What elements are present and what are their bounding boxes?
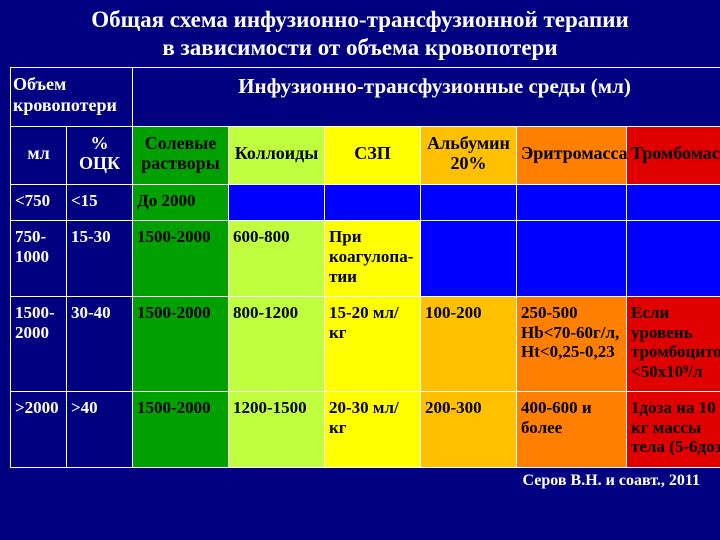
col-header-colloids: Коллоиды bbox=[229, 126, 325, 184]
col-header-thrombo: Тромбомасса bbox=[627, 126, 720, 184]
cell-saline: 1500-2000 bbox=[133, 297, 229, 392]
header-infusion-media: Инфузионно-трансфузионные среды (мл) bbox=[133, 68, 720, 126]
slide-title: Общая схема инфузионно-трансфузионной те… bbox=[40, 6, 680, 61]
table-row: <750<15До 2000 bbox=[11, 184, 720, 221]
cell-eryth bbox=[517, 184, 627, 221]
table-row: 1500- 200030-401500-2000800-120015-20 мл… bbox=[11, 297, 720, 392]
col-header-saline: Солевые растворы bbox=[133, 126, 229, 184]
cell-szp: 15-20 мл/кг bbox=[325, 297, 421, 392]
cell-eryth bbox=[517, 221, 627, 297]
cell-saline: До 2000 bbox=[133, 184, 229, 221]
cell-colloids: 800-1200 bbox=[229, 297, 325, 392]
cell-thrombo bbox=[627, 184, 720, 221]
cell-ml: 750- 1000 bbox=[11, 221, 67, 297]
cell-eryth: 250-500 Нb<70-60г/л, Нt<0,25-0,23 bbox=[517, 297, 627, 392]
citation: Серов В.Н. и соавт., 2011 bbox=[10, 472, 700, 490]
table-row: >2000>401500-20001200-150020-30 мл/кг200… bbox=[11, 392, 720, 468]
cell-eryth: 400-600 и более bbox=[517, 392, 627, 468]
col-header-szp: СЗП bbox=[325, 126, 421, 184]
title-line-2: в зависимости от объема кровопотери bbox=[162, 35, 557, 60]
cell-albumin: 200-300 bbox=[421, 392, 517, 468]
cell-ml: >2000 bbox=[11, 392, 67, 468]
cell-thrombo: 1доза на 10 кг массы тела (5-6доз) bbox=[627, 392, 720, 468]
table-row: 750- 100015-301500-2000600-800При коагул… bbox=[11, 221, 720, 297]
cell-szp bbox=[325, 184, 421, 221]
title-line-1: Общая схема инфузионно-трансфузионной те… bbox=[91, 7, 628, 32]
col-header-ml: мл bbox=[11, 126, 67, 184]
cell-ml: <750 bbox=[11, 184, 67, 221]
cell-albumin bbox=[421, 221, 517, 297]
header-volume-loss: Объем кровопотери bbox=[11, 68, 133, 126]
cell-pct_ock: >40 bbox=[67, 392, 133, 468]
cell-thrombo bbox=[627, 221, 720, 297]
cell-pct_ock: 15-30 bbox=[67, 221, 133, 297]
tbody: Объем кровопотериИнфузионно-трансфузионн… bbox=[11, 68, 720, 468]
cell-ml: 1500- 2000 bbox=[11, 297, 67, 392]
slide: Общая схема инфузионно-трансфузионной те… bbox=[0, 0, 720, 540]
cell-szp: 20-30 мл/кг bbox=[325, 392, 421, 468]
cell-thrombo: Если уровень тромбоцитов <50х10⁹/л bbox=[627, 297, 720, 392]
cell-saline: 1500-2000 bbox=[133, 221, 229, 297]
cell-colloids: 600-800 bbox=[229, 221, 325, 297]
cell-saline: 1500-2000 bbox=[133, 392, 229, 468]
col-header-albumin: Альбумин 20% bbox=[421, 126, 517, 184]
cell-pct_ock: 30-40 bbox=[67, 297, 133, 392]
therapy-table: Объем кровопотериИнфузионно-трансфузионн… bbox=[10, 67, 720, 468]
cell-colloids: 1200-1500 bbox=[229, 392, 325, 468]
cell-colloids bbox=[229, 184, 325, 221]
col-header-eryth: Эритромасса bbox=[517, 126, 627, 184]
cell-albumin: 100-200 bbox=[421, 297, 517, 392]
col-header-pct_ock: % ОЦК bbox=[67, 126, 133, 184]
cell-pct_ock: <15 bbox=[67, 184, 133, 221]
cell-albumin bbox=[421, 184, 517, 221]
cell-szp: При коагулопа- тии bbox=[325, 221, 421, 297]
